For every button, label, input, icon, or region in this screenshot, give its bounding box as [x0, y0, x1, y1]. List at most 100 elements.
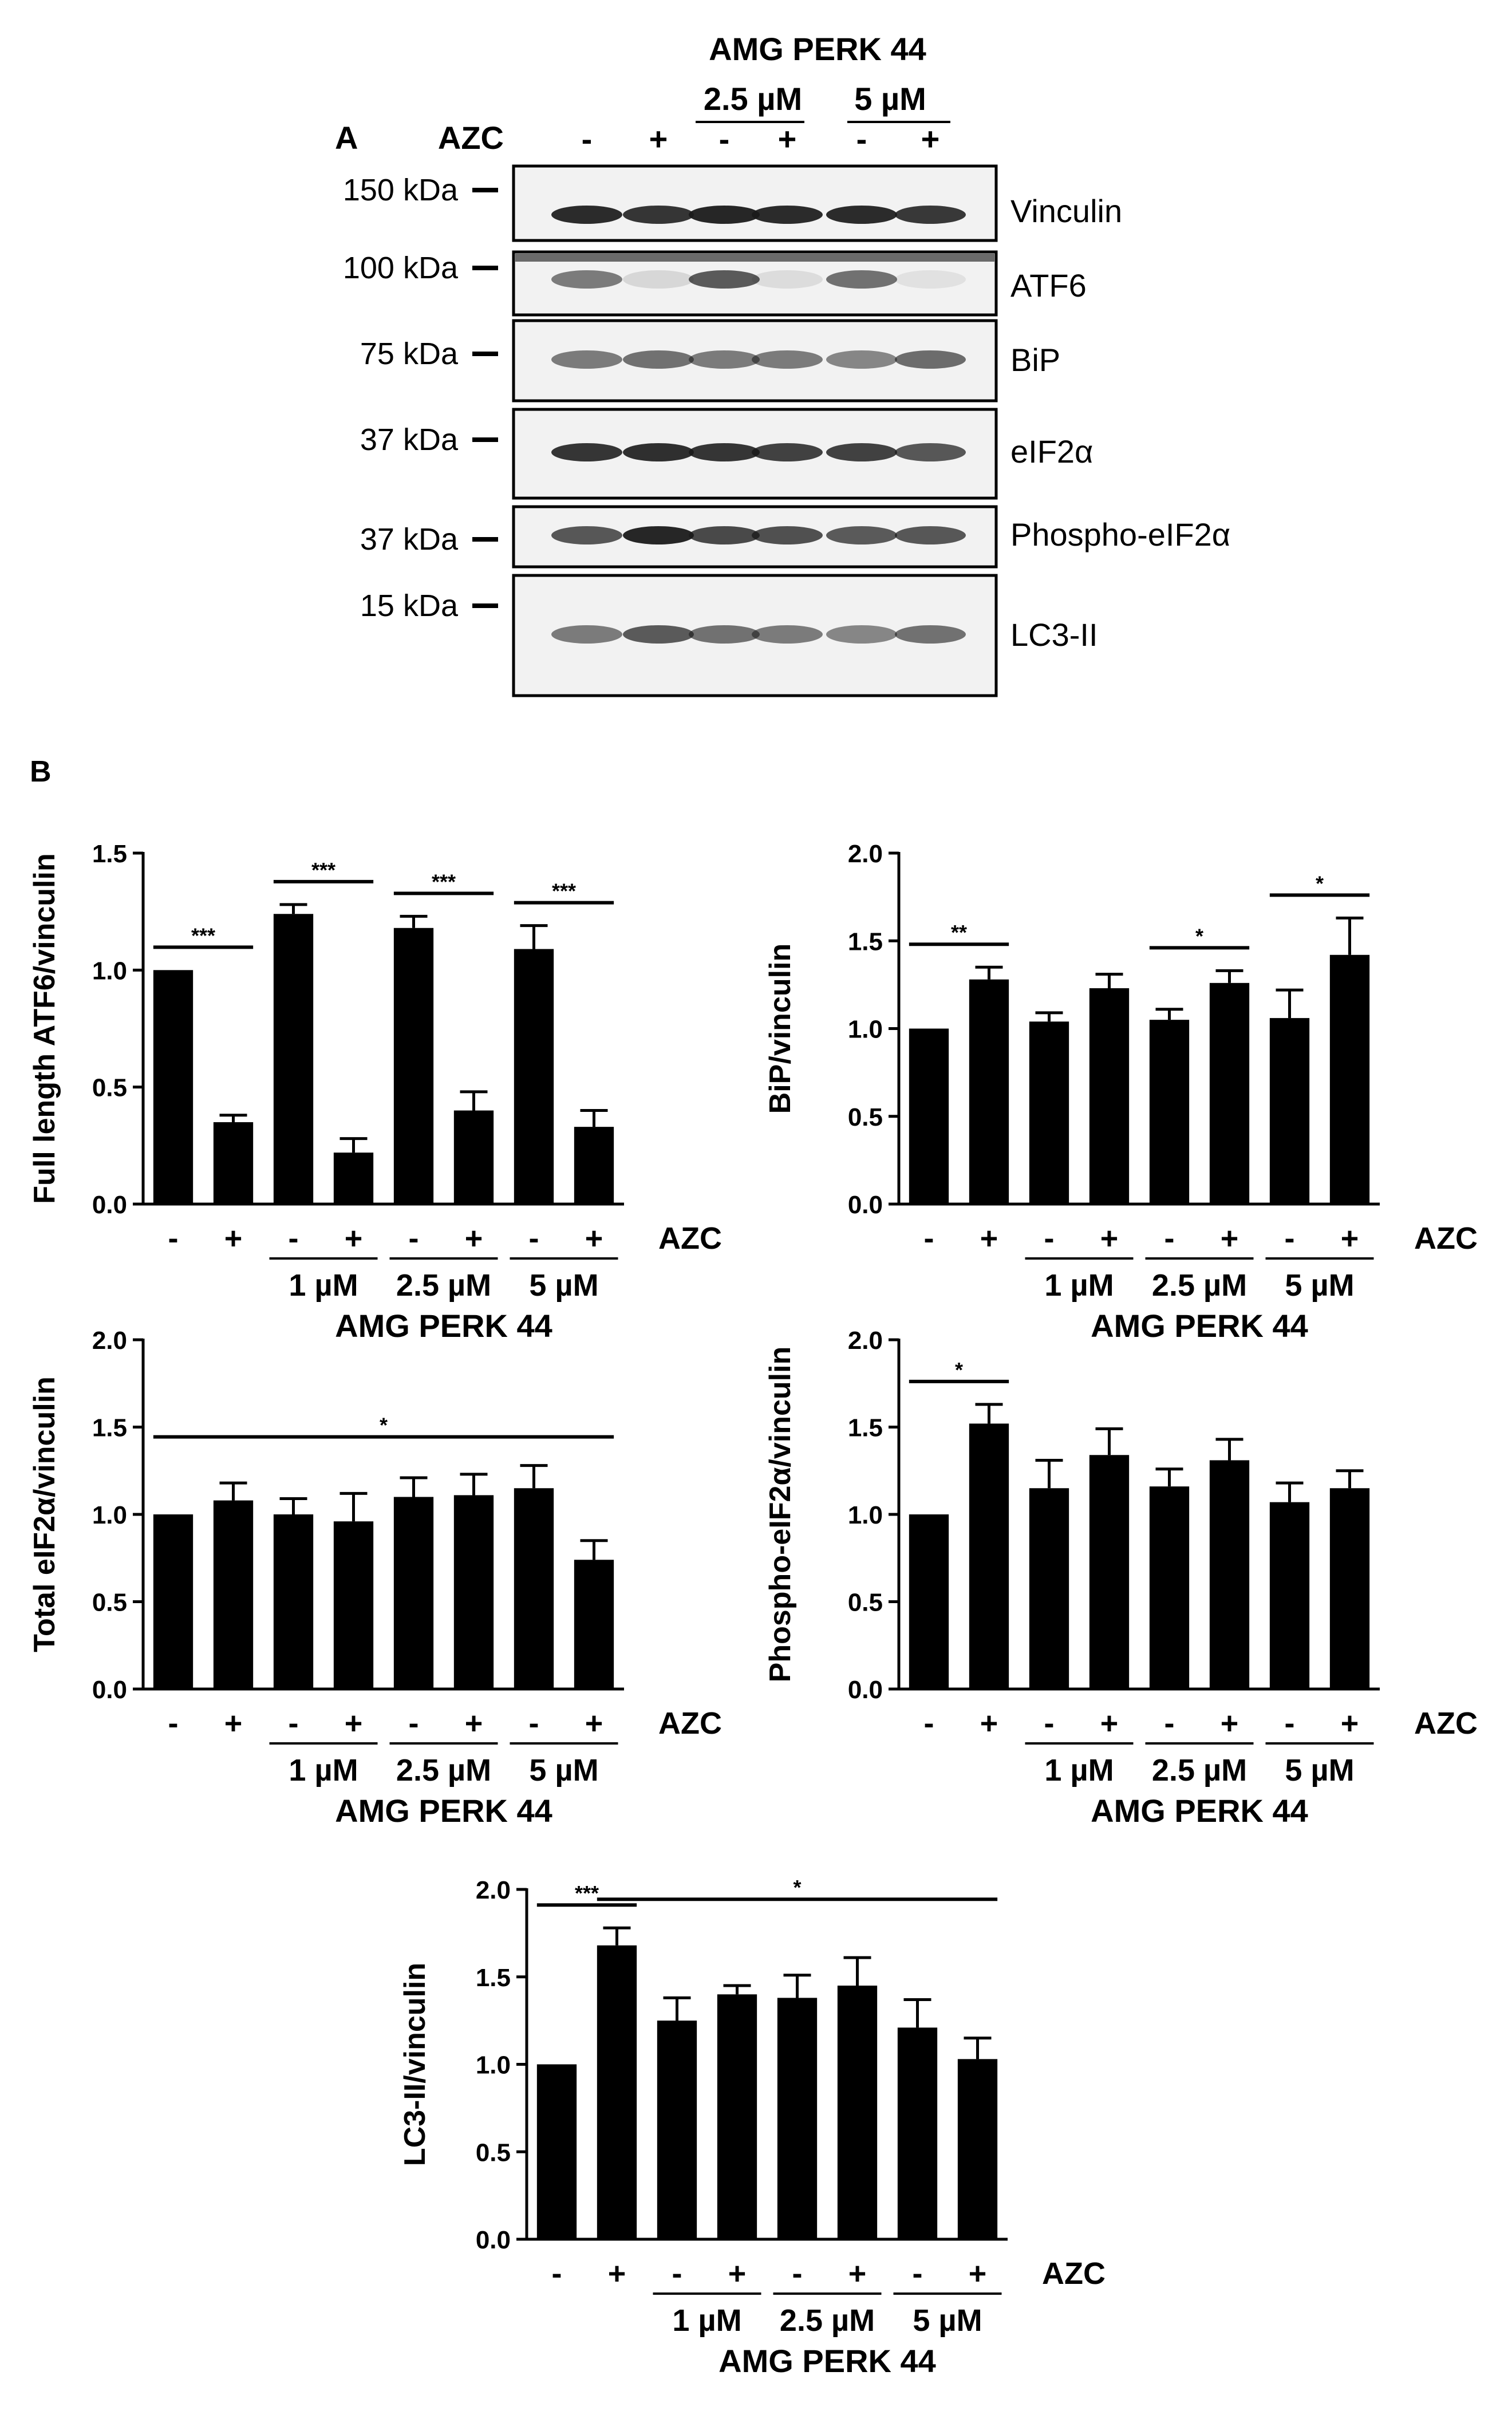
- y-tick-label: 2.0: [848, 840, 883, 868]
- protein-band: [826, 443, 897, 461]
- protein-band: [551, 526, 622, 544]
- protein-band: [623, 526, 694, 544]
- dose-label: 2.5 µM: [1152, 1753, 1247, 1787]
- blot-strip: [512, 164, 998, 242]
- y-axis-label: LC3-II/vinculin: [398, 1963, 432, 2166]
- category-sign: -: [529, 1221, 539, 1256]
- bar: [1269, 1018, 1310, 1204]
- bar: [969, 1423, 1009, 1689]
- y-axis-label: Phospho-eIF2α/vinculin: [764, 1347, 797, 1683]
- azc-label: AZC: [438, 120, 504, 156]
- protein-band: [623, 270, 694, 289]
- inhibitor-title: AMG PERK 44: [1091, 1793, 1308, 1829]
- bar: [1029, 1021, 1069, 1204]
- lane-sign: -: [582, 121, 593, 157]
- significance-mark: *: [1195, 924, 1203, 948]
- category-sign: -: [1285, 1221, 1295, 1256]
- significance-mark: *: [955, 1358, 963, 1382]
- protein-band: [752, 526, 823, 544]
- kda-marker: 150 kDa: [343, 173, 459, 207]
- y-tick-label: 1.5: [848, 928, 883, 956]
- bar: [333, 1153, 374, 1204]
- y-tick-label: 0.0: [92, 1191, 127, 1219]
- inhibitor-title: AMG PERK 44: [1091, 1308, 1308, 1344]
- protein-band: [689, 443, 760, 461]
- y-tick-label: 2.0: [476, 1876, 511, 1904]
- category-sign: +: [1341, 1221, 1359, 1256]
- y-tick-label: 0.0: [848, 1676, 883, 1704]
- protein-band: [551, 350, 622, 369]
- category-sign: -: [529, 1706, 539, 1741]
- protein-band: [689, 526, 760, 544]
- y-tick-label: 2.0: [92, 1327, 127, 1355]
- bar: [657, 2021, 697, 2239]
- category-sign: +: [1341, 1706, 1359, 1741]
- inhibitor-title: AMG PERK 44: [335, 1793, 552, 1829]
- bar: [453, 1110, 494, 1204]
- blot-row: 150 kDa Vinculin: [343, 164, 1122, 242]
- dose-label: 5 µM: [913, 2303, 982, 2338]
- bar: [213, 1500, 254, 1689]
- bar: [1149, 1020, 1190, 1204]
- category-sign: -: [168, 1221, 179, 1256]
- y-tick-label: 0.0: [848, 1191, 883, 1219]
- y-tick-label: 0.0: [92, 1676, 127, 1704]
- dose-label: 5 µM: [529, 1753, 598, 1787]
- category-sign: -: [924, 1706, 934, 1741]
- category-sign: +: [224, 1706, 243, 1741]
- y-tick-label: 0.5: [476, 2138, 511, 2167]
- bar-chart: 0.0 0.5 1.0 1.5 Full length ATF6/vinculin - + -…: [28, 840, 722, 1344]
- category-sign: +: [465, 1221, 483, 1256]
- category-sign: -: [552, 2256, 562, 2291]
- significance-mark: ***: [311, 858, 335, 882]
- bar: [1209, 982, 1250, 1204]
- bar: [273, 914, 314, 1204]
- protein-band: [623, 206, 694, 224]
- protein-band: [623, 625, 694, 644]
- dose-label: 5 µM: [1285, 1268, 1354, 1303]
- bar-chart: 0.0 0.5 1.0 1.5 2.0 Phospho-eIF2α/vinculin - + -…: [764, 1327, 1478, 1829]
- category-sign: -: [289, 1221, 299, 1256]
- y-tick-label: 0.5: [848, 1589, 883, 1617]
- protein-label: ATF6: [1010, 267, 1087, 303]
- bar: [909, 1514, 949, 1689]
- significance-mark: *: [1316, 871, 1324, 895]
- protein-band: [826, 270, 897, 289]
- y-tick-label: 0.5: [92, 1589, 127, 1617]
- category-sign: +: [1100, 1706, 1119, 1741]
- bar: [574, 1127, 614, 1204]
- lane-sign: +: [921, 121, 940, 157]
- protein-band: [752, 443, 823, 461]
- protein-band: [752, 350, 823, 369]
- azc-label: AZC: [1414, 1706, 1478, 1741]
- protein-band: [689, 206, 760, 224]
- category-sign: +: [1221, 1706, 1239, 1741]
- category-sign: -: [1044, 1221, 1055, 1256]
- category-sign: -: [792, 2256, 803, 2291]
- blot-row: 15 kDa LC3-II: [360, 574, 1098, 697]
- bar: [153, 1514, 194, 1689]
- significance-mark: **: [951, 921, 967, 944]
- category-sign: -: [409, 1706, 419, 1741]
- bar: [1269, 1502, 1310, 1689]
- bar: [969, 979, 1009, 1204]
- panel-a-western-blot: A AZC AMG PERK 44 2.5 µM 5 µM - + - + - + 150…: [335, 31, 1230, 697]
- y-axis-label: BiP/vinculin: [764, 944, 797, 1114]
- significance-mark: *: [380, 1414, 388, 1437]
- protein-band: [752, 270, 823, 289]
- kda-marker: 37 kDa: [360, 423, 459, 457]
- protein-band: [551, 625, 622, 644]
- significance-mark: ***: [432, 870, 456, 893]
- lane-sign: +: [649, 121, 668, 157]
- bar: [1089, 1455, 1130, 1689]
- protein-band: [895, 206, 966, 224]
- category-sign: +: [465, 1706, 483, 1741]
- dose-label: 1 µM: [1044, 1268, 1114, 1303]
- protein-label: BiP: [1010, 342, 1060, 378]
- dose-label: 5 µM: [854, 81, 926, 117]
- y-tick-label: 2.0: [848, 1327, 883, 1355]
- bar: [213, 1122, 254, 1204]
- bar: [1209, 1460, 1250, 1689]
